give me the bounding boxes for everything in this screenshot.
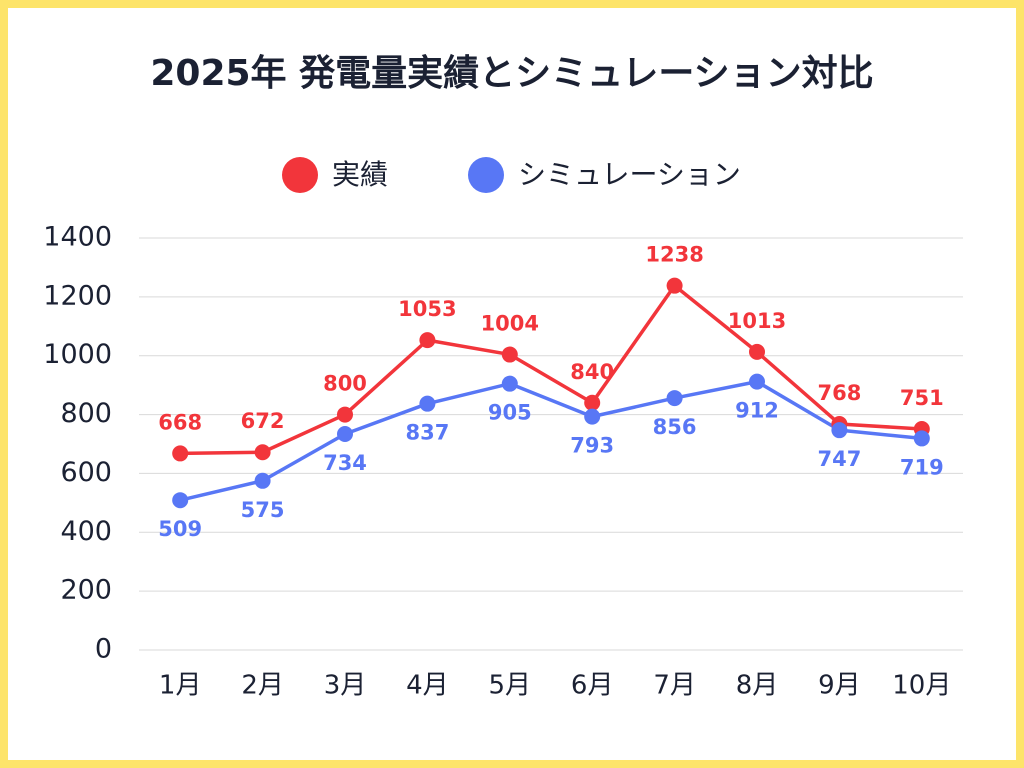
data-label: 800	[323, 372, 367, 396]
chart: 2025年 発電量実績とシミュレーション対比 0 200 400 600 800 1000…	[43, 53, 963, 701]
y-tick-label: 800	[60, 398, 112, 429]
data-point	[337, 406, 353, 423]
data-label: 747	[817, 447, 861, 471]
data-point	[666, 277, 683, 294]
x-tick-label: 5月	[489, 671, 532, 701]
legend-label: シミュレーション	[518, 158, 741, 191]
data-point	[419, 332, 436, 349]
x-tick-label: 10月	[892, 671, 951, 701]
data-label: 905	[488, 401, 532, 425]
legend-marker	[282, 157, 318, 193]
data-label: 509	[158, 517, 202, 541]
chart-title: 2025年 発電量実績とシミュレーション対比	[150, 53, 873, 94]
y-tick-label: 400	[60, 516, 112, 547]
y-tick-label: 600	[60, 457, 112, 488]
x-tick-label: 9月	[818, 671, 861, 701]
data-label: 668	[158, 410, 202, 434]
data-point	[501, 375, 518, 392]
data-point	[172, 492, 189, 509]
data-point	[584, 394, 601, 411]
data-label: 768	[817, 381, 861, 405]
x-tick-label: 1月	[159, 671, 202, 701]
legend-marker	[468, 157, 504, 193]
data-label: 856	[653, 415, 697, 439]
x-tick-label: 2月	[241, 671, 284, 701]
data-label: 1053	[398, 297, 456, 321]
series-line	[179, 379, 922, 502]
data-point	[831, 422, 848, 439]
x-tick-label: 8月	[736, 671, 779, 701]
legend-label: 実績	[332, 158, 388, 191]
data-label: 719	[900, 455, 944, 479]
x-tick-label: 3月	[324, 671, 367, 701]
x-tick-label: 7月	[653, 671, 696, 701]
data-label: 840	[570, 360, 614, 384]
data-label: 793	[570, 434, 614, 458]
y-tick-label: 200	[60, 575, 112, 606]
data-point	[172, 445, 189, 462]
data-label: 734	[323, 451, 367, 475]
data-label: 1013	[728, 309, 786, 333]
data-point	[501, 346, 518, 363]
x-tick-label: 4月	[406, 671, 449, 701]
data-label: 1238	[645, 243, 703, 267]
y-tick-label: 0	[95, 634, 112, 665]
y-tick-label: 1200	[43, 280, 112, 311]
data-label: 837	[405, 421, 449, 445]
data-point	[584, 408, 601, 425]
data-label: 751	[900, 386, 944, 410]
series-line	[180, 283, 922, 456]
data-label: 672	[241, 409, 285, 433]
data-point	[419, 395, 436, 412]
data-point	[337, 425, 353, 442]
data-label: 575	[241, 498, 285, 522]
y-tick-label: 1400	[43, 222, 112, 253]
data-point	[254, 444, 271, 461]
data-point	[254, 472, 271, 489]
data-point	[913, 430, 930, 447]
x-tick-label: 6月	[571, 671, 614, 701]
data-label: 1004	[481, 312, 539, 336]
data-point	[749, 373, 765, 390]
y-tick-label: 1000	[43, 339, 112, 370]
data-point	[666, 390, 683, 407]
data-point	[749, 343, 765, 360]
data-label: 912	[735, 399, 779, 423]
